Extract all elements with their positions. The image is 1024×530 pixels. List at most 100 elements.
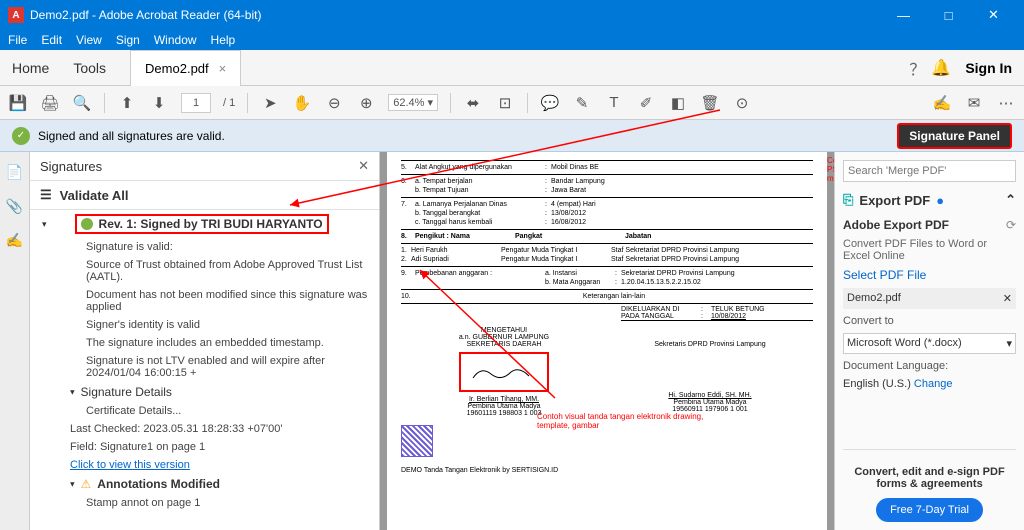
annotation-text-1: Contoh tanda tangan elektronik tersertif… (827, 156, 834, 183)
print-icon[interactable]: 🖨 (40, 93, 60, 113)
doc-footer: DEMO Tanda Tangan Elektronik by SERTISIG… (401, 467, 813, 474)
sig-line-2: Document has not been modified since thi… (86, 286, 379, 316)
menu-window[interactable]: Window (154, 33, 197, 47)
attachments-icon[interactable]: 📎 (6, 198, 24, 216)
page-current[interactable]: 1 (181, 93, 211, 113)
search-icon[interactable]: 🔍 (72, 93, 92, 113)
rev-twisty-icon[interactable]: ▾ (42, 219, 47, 230)
signin-button[interactable]: Sign In (965, 60, 1012, 76)
page-total: / 1 (223, 97, 235, 109)
warning-icon: ⚠ (81, 477, 92, 491)
fit-width-icon[interactable]: ⬌ (463, 93, 483, 113)
annotation-text-2: Contoh visual tanda tangan elektronik dr… (537, 412, 717, 430)
refresh-icon[interactable]: ⟳ (1006, 218, 1016, 232)
convert-to-label: Convert to (843, 315, 1016, 327)
stamp-icon[interactable]: 🗑 (700, 93, 720, 113)
sigpanel-header: Signatures ✕ (30, 152, 379, 181)
rev-valid-icon (81, 218, 93, 230)
tab-document-label: Demo2.pdf (145, 61, 209, 76)
export-title: Adobe Export PDF (843, 218, 949, 232)
signature-visual-box (459, 352, 549, 392)
last-checked: Last Checked: 2023.05.31 18:28:33 +07'00… (70, 420, 379, 438)
signatures-panel: Signatures ✕ ☰ Validate All ▾ Rev. 1: Si… (30, 152, 380, 530)
app-icon: A (8, 7, 24, 23)
sig-line-0: Signature is valid: (86, 238, 379, 256)
sig-line-5: Signature is not LTV enabled and will ex… (86, 352, 379, 382)
validate-all-row[interactable]: ☰ Validate All (30, 181, 379, 210)
save-icon[interactable]: 💾 (8, 93, 28, 113)
hand-icon[interactable]: ✋ (292, 93, 312, 113)
menu-help[interactable]: Help (211, 33, 236, 47)
field-info: Field: Signature1 on page 1 (70, 438, 379, 456)
pointer-icon[interactable]: ➤ (260, 93, 280, 113)
free-trial-button[interactable]: Free 7-Day Trial (876, 498, 983, 522)
menu-sign[interactable]: Sign (116, 33, 140, 47)
signature-bar: ✓ Signed and all signatures are valid. S… (0, 120, 1024, 152)
doclang-label: Document Language: (843, 360, 1016, 372)
page-down-icon[interactable]: ⬇ (149, 93, 169, 113)
sig-valid-icon: ✓ (12, 127, 30, 145)
thumbnails-icon[interactable]: 📄 (6, 164, 24, 182)
mail-icon[interactable]: ✉ (964, 93, 984, 113)
close-button[interactable]: ✕ (971, 7, 1016, 23)
sig-line-3: Signer's identity is valid (86, 316, 379, 334)
zoom-out-icon[interactable]: ⊖ (324, 93, 344, 113)
zoom-level[interactable]: 62.4% ▾ (388, 94, 438, 111)
sigpanel-close-icon[interactable]: ✕ (358, 158, 369, 174)
erase-icon[interactable]: ◧ (668, 93, 688, 113)
menu-file[interactable]: File (8, 33, 27, 47)
zoom-in-icon[interactable]: ⊕ (356, 93, 376, 113)
qr-code (401, 425, 433, 457)
revision-label: Rev. 1: Signed by TRI BUDI HARYANTO (99, 217, 323, 231)
sig-details-row[interactable]: ▸Signature Details (70, 382, 379, 402)
signatures-icon[interactable]: ✍ (6, 232, 24, 250)
export-icon: ⎘ (843, 192, 853, 208)
sig-line-1: Source of Trust obtained from Adobe Appr… (86, 256, 379, 286)
tab-tools[interactable]: Tools (73, 60, 106, 76)
menubar: File Edit View Sign Window Help (0, 30, 1024, 50)
text-icon[interactable]: T (604, 93, 624, 113)
select-file-link[interactable]: Select PDF File (843, 268, 1016, 282)
selected-file[interactable]: Demo2.pdf✕ (843, 288, 1016, 309)
comment-icon[interactable]: 💬 (540, 93, 560, 113)
tools-search-input[interactable] (843, 160, 1016, 182)
tab-close-icon[interactable]: × (219, 61, 227, 76)
minimize-button[interactable]: — (881, 8, 926, 23)
window-title: Demo2.pdf - Adobe Acrobat Reader (64-bit… (30, 8, 881, 22)
format-select[interactable]: Microsoft Word (*.docx)▾ (843, 333, 1016, 354)
cert-details[interactable]: Certificate Details... (86, 402, 379, 420)
revision-row[interactable]: Rev. 1: Signed by TRI BUDI HARYANTO (75, 214, 329, 234)
doclang-value: English (U.S.) (843, 378, 911, 390)
more-icon[interactable]: ⊙ (732, 93, 752, 113)
tab-home[interactable]: Home (12, 60, 49, 76)
validate-collapse-icon: ☰ (40, 187, 52, 203)
sign-tool-icon[interactable]: ✍ (932, 93, 952, 113)
remove-file-icon[interactable]: ✕ (1003, 292, 1012, 305)
sig-line-4: The signature includes an embedded times… (86, 334, 379, 352)
highlight-icon[interactable]: ✎ (572, 93, 592, 113)
notifications-icon[interactable]: 🔔 (929, 58, 953, 78)
sig-bar-message: Signed and all signatures are valid. (38, 129, 225, 143)
signature-panel-button[interactable]: Signature Panel (897, 123, 1012, 149)
overflow-icon[interactable]: ⋯ (996, 93, 1016, 113)
draw-icon[interactable]: ✐ (636, 93, 656, 113)
maximize-button[interactable]: □ (926, 8, 971, 23)
page-up-icon[interactable]: ⬆ (117, 93, 137, 113)
sigpanel-title: Signatures (40, 159, 102, 174)
document-view[interactable]: 5.Alat Angkut yang dipergunakan:Mobil Di… (380, 152, 834, 530)
pdf-page: 5.Alat Angkut yang dipergunakan:Mobil Di… (387, 152, 827, 530)
help-icon[interactable]: ？ (905, 56, 929, 80)
annotations-modified-row[interactable]: ▸⚠Annotations Modified (70, 474, 379, 494)
menu-edit[interactable]: Edit (41, 33, 62, 47)
tabbar: Home Tools Demo2.pdf × ？ 🔔 Sign In (0, 50, 1024, 86)
stamp-annot: Stamp annot on page 1 (86, 494, 379, 512)
menu-view[interactable]: View (76, 33, 102, 47)
fit-page-icon[interactable]: ⊡ (495, 93, 515, 113)
right-tools-panel: ⎘ Export PDF ● ⌃ Adobe Export PDF ⟳ Conv… (834, 152, 1024, 530)
tab-document[interactable]: Demo2.pdf × (130, 50, 241, 86)
export-pdf-header[interactable]: ⎘ Export PDF ● ⌃ (843, 188, 1016, 212)
left-nav-rail: 📄 📎 ✍ (0, 152, 30, 530)
change-lang-link[interactable]: Change (914, 378, 953, 390)
toolbar: 💾 🖨 🔍 ⬆ ⬇ 1 / 1 ➤ ✋ ⊖ ⊕ 62.4% ▾ ⬌ ⊡ 💬 ✎ … (0, 86, 1024, 120)
view-version-link[interactable]: Click to view this version (70, 456, 379, 474)
